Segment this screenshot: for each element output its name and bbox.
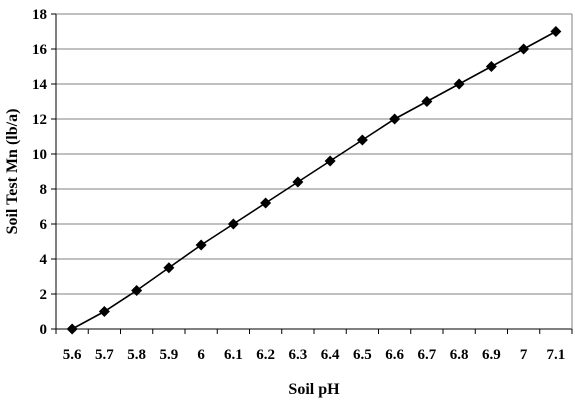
data-point-5.9 (163, 262, 175, 274)
data-point-7.1 (550, 26, 562, 37)
x-tick-label-6.8: 6.8 (450, 347, 469, 363)
x-tick-label-6.2: 6.2 (256, 347, 275, 363)
data-point-5.6 (66, 323, 78, 335)
y-tick-label-4: 4 (40, 252, 48, 268)
x-tick-label-6.1: 6.1 (224, 347, 243, 363)
series-line (71, 30, 557, 330)
x-tick-labels: 5.6 5.7 5.8 5.9 6 6.1 6.2 6.3 6.4 6.5 6.6 6.7 6.8 6.9… (63, 347, 566, 363)
data-point-6.9 (485, 61, 497, 72)
y-tick-label-16: 16 (32, 42, 48, 58)
x-tick-label-6.9: 6.9 (482, 347, 501, 363)
x-tick-label-5.6: 5.6 (63, 347, 82, 363)
x-tick-label-7.1: 7.1 (547, 347, 566, 363)
x-tick-label-6.4: 6.4 (321, 347, 340, 363)
y-tick-labels: 0 2 4 6 8 10 12 14 16 18 (32, 7, 48, 338)
y-tick-label-0: 0 (40, 322, 48, 338)
y-tick-label-6: 6 (40, 217, 48, 233)
data-point-6.8 (453, 78, 465, 90)
y-tick-label-10: 10 (32, 147, 47, 163)
y-tick-label-14: 14 (32, 77, 48, 93)
y-tick-label-2: 2 (40, 287, 48, 303)
y-tick-label-12: 12 (32, 112, 47, 128)
y-axis-title: Soil Test Mn (lb/a) (4, 109, 21, 235)
data-point-6.4 (324, 155, 336, 167)
grid-lines (56, 13, 572, 295)
data-point-6.2 (260, 197, 272, 209)
data-point-6.7 (421, 96, 433, 107)
axes (51, 13, 573, 334)
x-tick-label-5.7: 5.7 (95, 347, 114, 363)
data-point-6 (195, 239, 207, 251)
x-axis-title: Soil pH (288, 381, 340, 398)
x-tick-label-5.9: 5.9 (160, 347, 179, 363)
data-point-7 (518, 43, 530, 55)
series-group (66, 26, 562, 335)
data-point-6.1 (227, 218, 239, 230)
x-tick-label-6.7: 6.7 (418, 347, 437, 363)
x-tick-label-6: 6 (197, 347, 205, 363)
data-point-5.7 (98, 306, 110, 317)
x-tick-label-7: 7 (520, 347, 528, 363)
data-point-6.3 (292, 176, 304, 188)
y-tick-label-8: 8 (40, 182, 48, 198)
y-tick-label-18: 18 (32, 7, 47, 23)
x-tick-label-6.6: 6.6 (385, 347, 404, 363)
data-point-5.8 (131, 285, 143, 296)
x-tick-label-6.3: 6.3 (289, 347, 308, 363)
data-point-6.5 (356, 134, 368, 146)
data-point-6.6 (389, 113, 401, 125)
x-tick-label-5.8: 5.8 (127, 347, 146, 363)
x-tick-label-6.5: 6.5 (353, 347, 372, 363)
